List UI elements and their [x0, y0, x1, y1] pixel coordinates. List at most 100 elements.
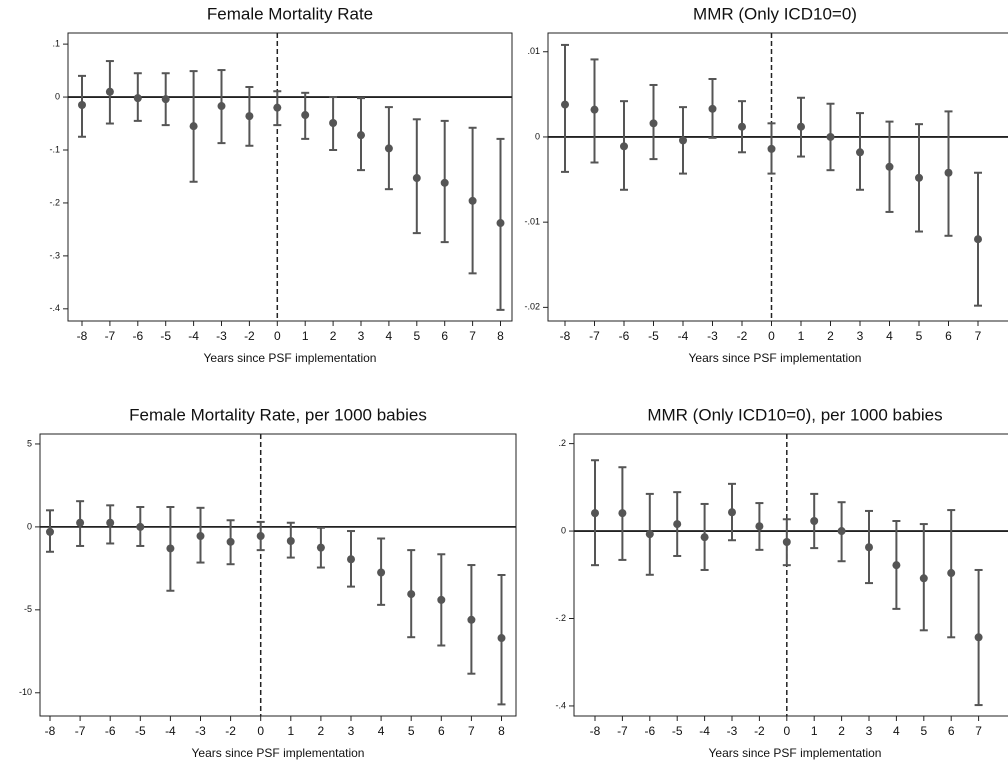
point [468, 196, 477, 205]
point [437, 595, 446, 604]
x-tick-label: -5 [160, 329, 171, 343]
x-tick-label: 5 [920, 724, 927, 738]
x-tick-label: -5 [135, 724, 146, 738]
point [497, 634, 506, 643]
x-tick-label: -2 [737, 329, 748, 343]
point [755, 522, 764, 531]
point [301, 111, 310, 120]
point [273, 103, 282, 112]
plot-frame [547, 32, 1008, 322]
y-tick-label: -.4 [49, 303, 60, 313]
y-tick-label: -.1 [49, 144, 60, 154]
chart-title: MMR (Only ICD10=0) [693, 4, 857, 23]
x-tick-label: -7 [105, 329, 116, 343]
x-tick-label: 6 [948, 724, 955, 738]
point [974, 633, 983, 642]
x-tick-label: -6 [105, 724, 116, 738]
x-tick-label: -4 [678, 329, 689, 343]
x-tick-label: -7 [589, 329, 600, 343]
point [797, 122, 805, 131]
x-tick-label: 0 [274, 329, 281, 343]
x-tick-label: 5 [916, 329, 923, 343]
x-tick-label: -4 [188, 329, 199, 343]
y-tick-label: .2 [558, 438, 566, 448]
x-tick-label: 2 [827, 329, 834, 343]
plot-frame [573, 433, 1008, 717]
x-axis-title: Years since PSF implementation [204, 351, 377, 365]
y-tick-label: -.02 [524, 302, 540, 312]
point [133, 94, 142, 103]
x-tick-label: 0 [257, 724, 264, 738]
x-tick-label: 0 [768, 329, 775, 343]
point [673, 520, 682, 529]
x-tick-label: -5 [648, 329, 659, 343]
x-tick-label: 5 [413, 329, 420, 343]
x-tick-label: 2 [330, 329, 337, 343]
x-tick-label: -8 [77, 329, 88, 343]
x-tick-label: 2 [838, 724, 845, 738]
y-tick-label: -.2 [555, 613, 566, 623]
point [467, 615, 476, 624]
y-tick-label: .1 [52, 38, 60, 48]
x-tick-label: -4 [699, 724, 710, 738]
point [649, 119, 658, 128]
x-tick-label: -5 [672, 724, 683, 738]
y-tick-label: 0 [535, 131, 540, 141]
point [440, 178, 449, 187]
point [591, 509, 599, 518]
point [885, 162, 894, 171]
point [166, 544, 175, 553]
x-tick-label: 4 [893, 724, 900, 738]
y-tick-label: -.2 [49, 197, 60, 207]
x-tick-label: 8 [497, 329, 504, 343]
x-tick-label: -7 [75, 724, 86, 738]
x-tick-label: 7 [975, 329, 982, 343]
point [226, 537, 235, 546]
x-tick-label: -3 [727, 724, 738, 738]
point [347, 555, 355, 564]
x-tick-label: 3 [866, 724, 873, 738]
point [357, 131, 365, 140]
x-tick-label: -3 [195, 724, 206, 738]
point [46, 527, 54, 536]
point [738, 122, 746, 131]
x-axis-title: Years since PSF implementation [709, 746, 882, 760]
x-tick-label: -2 [225, 724, 236, 738]
point [782, 537, 791, 546]
x-tick-label: 6 [441, 329, 448, 343]
x-tick-label: 3 [348, 724, 355, 738]
x-tick-label: 7 [469, 329, 476, 343]
chart-title: MMR (Only ICD10=0), per 1000 babies [647, 405, 942, 424]
point [620, 142, 628, 151]
point [217, 102, 226, 111]
x-tick-label: -8 [590, 724, 601, 738]
y-tick-label: -.3 [49, 250, 60, 260]
x-tick-label: 7 [975, 724, 982, 738]
point [377, 568, 386, 577]
plot-frame [67, 32, 513, 322]
point [837, 527, 846, 536]
point [196, 532, 205, 541]
point [407, 590, 416, 599]
point [767, 144, 776, 153]
plot-frame [39, 433, 517, 717]
point [329, 119, 338, 127]
point [826, 132, 835, 141]
x-tick-label: 1 [811, 724, 818, 738]
point [810, 517, 819, 526]
x-tick-label: -2 [244, 329, 255, 343]
x-tick-label: 1 [798, 329, 805, 343]
point [974, 235, 982, 244]
point [496, 219, 505, 228]
point [856, 148, 864, 157]
y-tick-label: 0 [27, 521, 32, 531]
x-tick-label: 6 [438, 724, 445, 738]
point [865, 543, 873, 552]
x-tick-label: 1 [287, 724, 294, 738]
point [618, 509, 627, 518]
point [679, 136, 687, 145]
point [645, 530, 654, 539]
point [915, 173, 923, 182]
point [316, 543, 325, 552]
